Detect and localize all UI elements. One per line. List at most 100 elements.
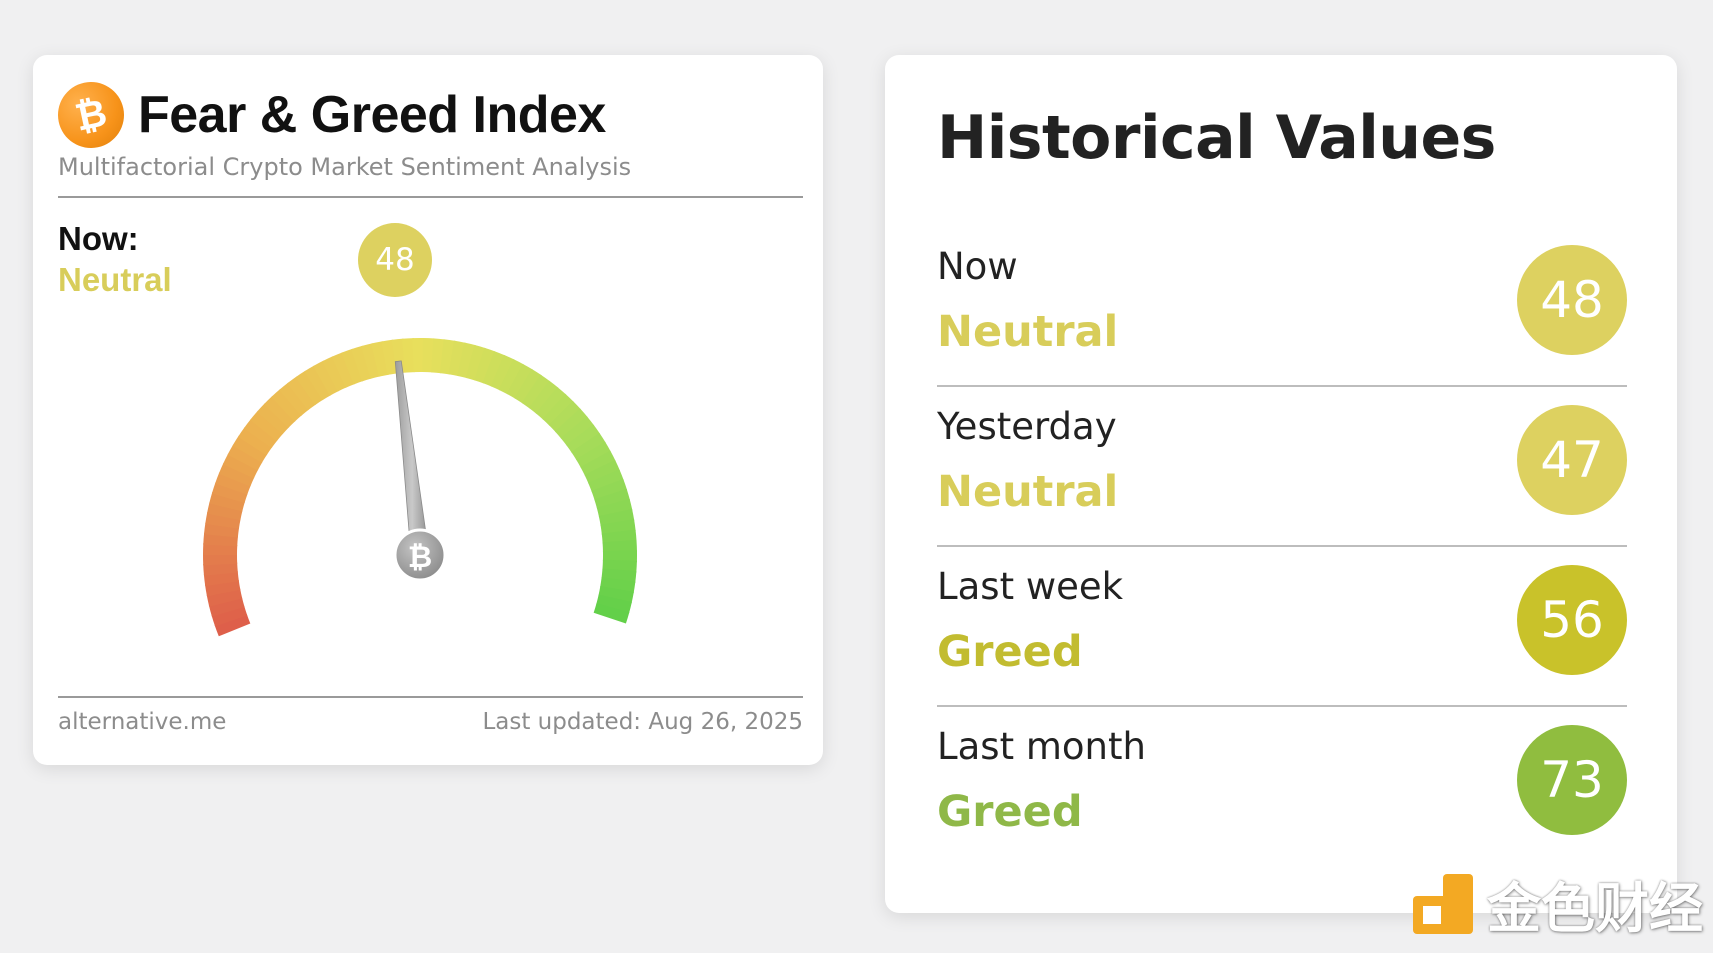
gauge-arc-segment bbox=[566, 424, 601, 454]
gauge-arc-segment bbox=[331, 352, 355, 388]
history-label: Last week bbox=[937, 565, 1124, 608]
gauge-arc-segment bbox=[490, 354, 515, 391]
current-value-bubble: 48 bbox=[358, 223, 432, 297]
gauge-arc-segment bbox=[218, 462, 255, 487]
gauge-arc-segment bbox=[448, 340, 466, 377]
history-row-last-month: Last month Greed 73 bbox=[937, 725, 1627, 885]
sentiment-gauge: ₿ bbox=[203, 338, 638, 637]
now-label: Now: bbox=[58, 220, 139, 257]
gauge-arc-segment bbox=[322, 356, 347, 392]
history-label: Last month bbox=[937, 725, 1146, 768]
gauge-arc-segment bbox=[361, 343, 381, 379]
gauge-arc-segment bbox=[203, 571, 239, 587]
gauge-arc-segment bbox=[313, 360, 339, 396]
last-updated: Last updated: Aug 26, 2025 bbox=[482, 709, 803, 735]
gauge-arc-segment bbox=[588, 469, 624, 493]
gauge-arc-segment bbox=[560, 416, 595, 446]
gauge-arc-segment bbox=[304, 365, 332, 401]
gauge-arc-segment bbox=[287, 376, 317, 411]
gauge-arc-segment bbox=[232, 435, 268, 463]
gauge-arc-segment bbox=[279, 382, 309, 416]
history-row-yesterday: Yesterday Neutral 47 bbox=[937, 405, 1627, 565]
gauge-arc-segment bbox=[209, 491, 245, 512]
source-link[interactable]: alternative.me bbox=[58, 709, 227, 735]
gauge-arc-segment bbox=[341, 348, 364, 385]
gauge-arc-segment bbox=[203, 553, 238, 566]
gauge-arc-segment bbox=[208, 597, 245, 617]
gauge-needle bbox=[394, 360, 430, 557]
history-value-circle: 56 bbox=[1517, 565, 1627, 675]
fear-greed-title: Fear & Greed Index bbox=[138, 86, 606, 144]
gauge-arc-segment bbox=[593, 603, 630, 624]
gauge-arc-segment bbox=[528, 380, 559, 415]
gauge-arc-segment bbox=[250, 410, 284, 442]
row-divider bbox=[937, 705, 1627, 707]
gauge-arc-segment bbox=[542, 393, 574, 426]
history-classification: Greed bbox=[937, 787, 1083, 837]
gauge-arc-segment bbox=[514, 368, 542, 404]
gauge-arc-segment bbox=[351, 345, 372, 382]
gauge-arc-segment bbox=[602, 550, 638, 563]
jinse-logo-icon bbox=[1413, 873, 1473, 934]
gauge-arc-segment bbox=[402, 338, 415, 373]
fear-greed-header: ₿ Fear & Greed Index bbox=[51, 75, 606, 155]
gauge-arc-segment bbox=[238, 426, 273, 456]
gauge-arc-segment bbox=[596, 594, 632, 614]
footer-divider bbox=[58, 696, 803, 698]
gauge-arc-segment bbox=[243, 418, 278, 449]
gauge-arc-segment bbox=[482, 351, 506, 387]
now-classification: Neutral bbox=[58, 261, 172, 298]
gauge-arc-segment bbox=[576, 441, 611, 469]
history-classification: Neutral bbox=[937, 467, 1119, 517]
gauge-arc-segment bbox=[457, 342, 476, 379]
gauge-arc-segment bbox=[295, 370, 324, 406]
gauge-arc-segment bbox=[598, 585, 634, 604]
gauge-arc-segment bbox=[439, 339, 456, 375]
gauge-arc-segment bbox=[535, 386, 567, 420]
gauge-arc-segment bbox=[211, 482, 248, 504]
gauge-arc-segment bbox=[600, 577, 636, 594]
gauge-arc-segment bbox=[571, 432, 606, 461]
gauge-arc-segment bbox=[214, 614, 251, 637]
historical-title: Historical Values bbox=[937, 103, 1496, 173]
svg-text:₿: ₿ bbox=[408, 540, 432, 575]
gauge-arc-segment bbox=[596, 498, 633, 518]
gauge-arc-segment bbox=[206, 588, 243, 607]
history-value-circle: 47 bbox=[1517, 405, 1627, 515]
watermark: 金色财经 bbox=[1413, 864, 1703, 943]
gauge-arc-segment bbox=[271, 389, 303, 422]
gauge-arc-segment bbox=[548, 400, 582, 433]
history-classification: Neutral bbox=[937, 307, 1119, 357]
history-value-circle: 48 bbox=[1517, 245, 1627, 355]
gauge-arc-segment bbox=[521, 374, 551, 409]
gauge-arc-segment bbox=[506, 363, 534, 399]
history-label: Now bbox=[937, 245, 1018, 288]
gauge-arc-segment bbox=[601, 529, 637, 544]
gauge-arc-segment bbox=[203, 543, 238, 555]
watermark-text: 金色财经 bbox=[1487, 877, 1703, 940]
gauge-arc-segment bbox=[580, 450, 616, 476]
historical-values-card: Historical Values Now Neutral 48 Yesterd… bbox=[885, 55, 1677, 913]
row-divider bbox=[937, 545, 1627, 547]
history-value-circle: 73 bbox=[1517, 725, 1627, 835]
gauge-arc bbox=[203, 338, 638, 637]
gauge-arc-segment bbox=[554, 408, 588, 439]
gauge-arc-segment bbox=[203, 562, 238, 576]
fear-greed-subtitle: Multifactorial Crypto Market Sentiment A… bbox=[58, 153, 632, 181]
gauge-hub: ₿ bbox=[393, 528, 447, 582]
gauge-arc-segment bbox=[211, 605, 248, 627]
gauge-arc-segment bbox=[203, 522, 240, 538]
gauge-arc-segment bbox=[205, 512, 241, 529]
gauge-arc-segment bbox=[465, 344, 486, 381]
gauge-arc-segment bbox=[263, 395, 296, 428]
history-label: Yesterday bbox=[937, 405, 1117, 448]
gauge-arc-segment bbox=[591, 479, 628, 501]
gauge-arc-segment bbox=[602, 539, 637, 553]
fear-greed-card: ₿ Fear & Greed Index Multifactorial Cryp… bbox=[33, 55, 823, 765]
history-classification: Greed bbox=[937, 627, 1083, 677]
gauge-arc-segment bbox=[422, 338, 435, 373]
gauge-arc-segment bbox=[215, 472, 251, 495]
gauge-arc-segment bbox=[412, 338, 425, 373]
gauge-arc-segment bbox=[256, 403, 290, 435]
gauge-needle-pointer bbox=[394, 360, 430, 557]
